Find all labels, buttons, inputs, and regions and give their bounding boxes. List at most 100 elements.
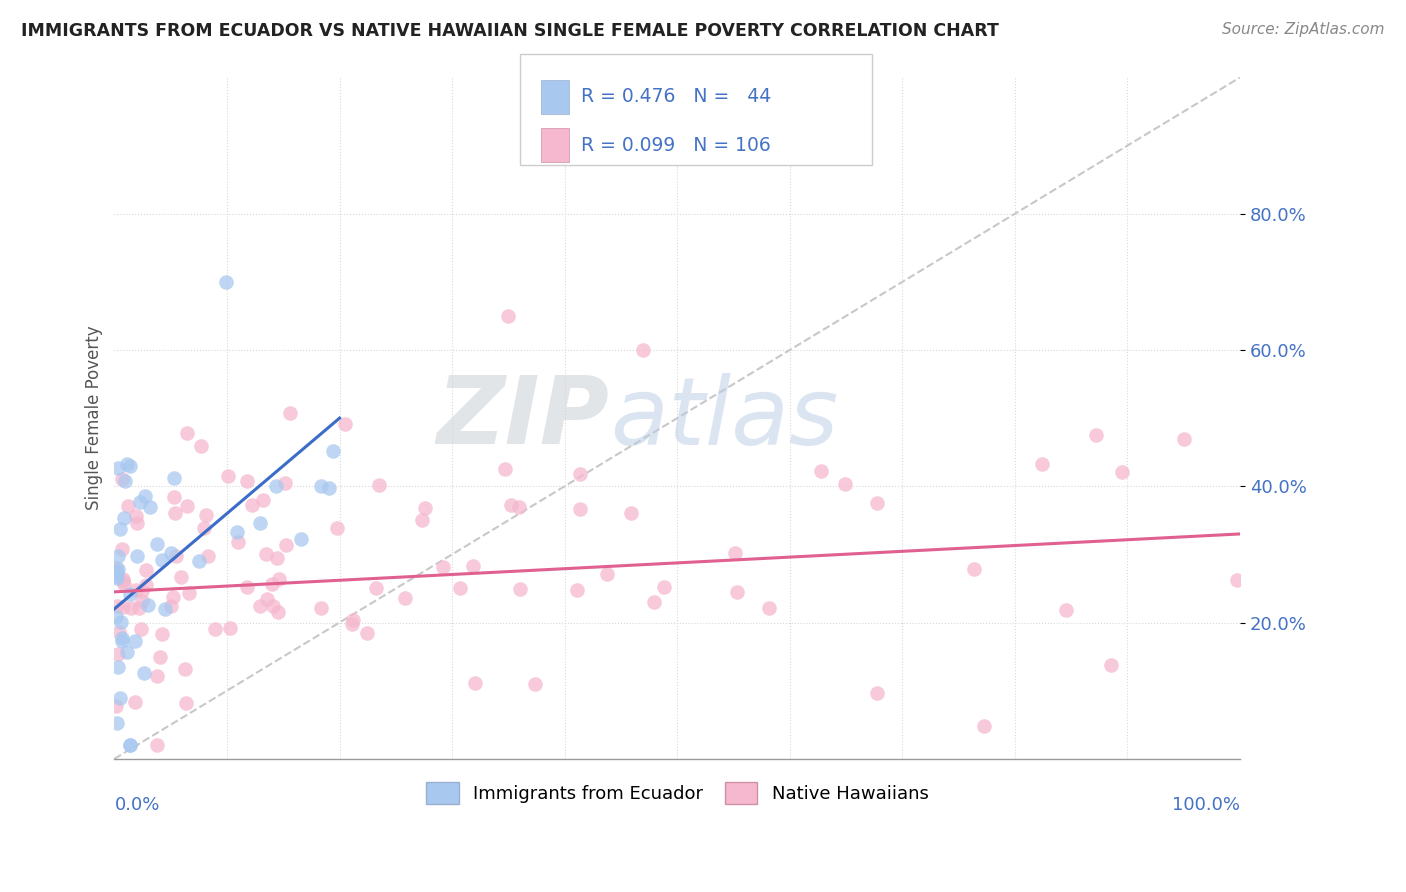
Point xyxy=(131,583,153,598)
Point xyxy=(110,615,132,630)
Point xyxy=(115,457,138,471)
Point xyxy=(129,622,152,636)
Point xyxy=(170,570,193,584)
Point xyxy=(107,624,129,639)
Point xyxy=(215,275,238,289)
Point xyxy=(368,477,391,491)
Point xyxy=(269,572,291,586)
Point xyxy=(138,598,160,612)
Point xyxy=(309,600,332,615)
Point xyxy=(449,581,471,595)
Text: R = 0.476   N =   44: R = 0.476 N = 44 xyxy=(581,87,770,106)
Point xyxy=(274,538,297,552)
Point xyxy=(394,591,416,605)
Text: IMMIGRANTS FROM ECUADOR VS NATIVE HAWAIIAN SINGLE FEMALE POVERTY CORRELATION CHA: IMMIGRANTS FROM ECUADOR VS NATIVE HAWAII… xyxy=(21,22,1000,40)
Point xyxy=(1099,657,1122,672)
Point xyxy=(195,508,218,522)
Point xyxy=(162,470,184,484)
Point xyxy=(118,738,141,752)
Legend: Immigrants from Ecuador, Native Hawaiians: Immigrants from Ecuador, Native Hawaiian… xyxy=(419,774,935,811)
Point xyxy=(235,580,257,594)
Point xyxy=(866,495,889,509)
Point xyxy=(163,506,186,520)
Point xyxy=(193,521,215,535)
Point xyxy=(523,677,546,691)
Point xyxy=(112,511,135,525)
Point xyxy=(568,467,591,481)
Text: R = 0.099   N = 106: R = 0.099 N = 106 xyxy=(581,136,770,154)
Point xyxy=(104,569,127,583)
Text: ZIP: ZIP xyxy=(437,372,610,464)
Point xyxy=(173,662,195,676)
Text: 100.0%: 100.0% xyxy=(1173,797,1240,814)
Point xyxy=(249,516,271,531)
Point xyxy=(322,444,344,458)
Point xyxy=(568,501,591,516)
Point xyxy=(256,591,278,606)
Point xyxy=(274,475,297,490)
Point xyxy=(333,417,356,431)
Point xyxy=(498,309,520,323)
Point xyxy=(633,343,655,357)
Point xyxy=(110,523,132,537)
Point xyxy=(111,633,134,648)
Point xyxy=(150,553,173,567)
Point xyxy=(262,599,284,613)
Point xyxy=(254,547,277,561)
Point xyxy=(620,506,643,520)
Point xyxy=(236,474,259,488)
Point xyxy=(160,599,183,613)
Point xyxy=(107,549,129,563)
Point xyxy=(190,439,212,453)
Point xyxy=(432,559,454,574)
Point xyxy=(197,549,219,563)
Point xyxy=(111,541,134,556)
Point xyxy=(120,459,142,474)
Point xyxy=(139,500,162,515)
Point xyxy=(132,666,155,681)
Point xyxy=(461,559,484,574)
Point xyxy=(226,535,249,549)
Point xyxy=(107,660,129,674)
Point xyxy=(962,562,984,576)
Point xyxy=(596,566,619,581)
Point xyxy=(342,616,364,631)
Point xyxy=(413,500,436,515)
Point xyxy=(290,532,312,546)
Point xyxy=(104,561,127,575)
Point xyxy=(114,474,136,488)
Point xyxy=(494,462,516,476)
Point xyxy=(105,565,128,579)
Point xyxy=(105,571,128,585)
Point xyxy=(411,514,433,528)
Point xyxy=(187,554,209,568)
Point xyxy=(120,601,142,615)
Point xyxy=(509,582,531,597)
Point xyxy=(260,577,283,591)
Point xyxy=(204,623,226,637)
Point xyxy=(264,479,287,493)
Point xyxy=(135,578,157,592)
Point xyxy=(107,460,129,475)
Point xyxy=(508,500,530,515)
Point xyxy=(160,546,183,560)
Point xyxy=(131,594,153,608)
Point xyxy=(111,631,134,645)
Point xyxy=(118,738,141,752)
Point xyxy=(118,587,141,601)
Point xyxy=(758,600,780,615)
Text: Source: ZipAtlas.com: Source: ZipAtlas.com xyxy=(1222,22,1385,37)
Point xyxy=(104,609,127,624)
Point xyxy=(866,686,889,700)
Point xyxy=(724,546,747,560)
Point xyxy=(115,645,138,659)
Point xyxy=(309,479,332,493)
Point xyxy=(162,590,184,604)
Point xyxy=(464,675,486,690)
Point xyxy=(107,647,129,661)
Text: 0.0%: 0.0% xyxy=(114,797,160,814)
Point xyxy=(280,406,302,420)
Point xyxy=(356,626,378,640)
Point xyxy=(104,564,127,578)
Point xyxy=(318,481,340,495)
